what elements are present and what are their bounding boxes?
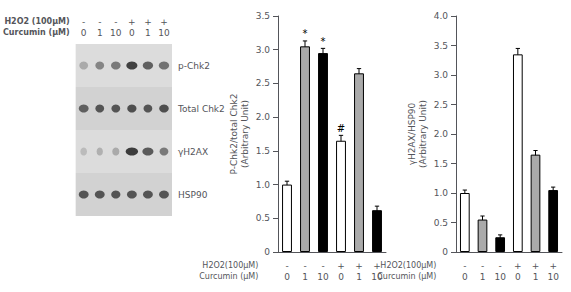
svg-text:1: 1 (302, 272, 308, 282)
svg-text:*: * (321, 36, 326, 47)
svg-text:(Arbitrary Unit): (Arbitrary Unit) (240, 100, 250, 168)
svg-text:Curcumin (μM): Curcumin (μM) (199, 272, 258, 281)
svg-text:1: 1 (356, 272, 362, 282)
svg-text:0: 0 (462, 272, 468, 282)
svg-text:+: + (514, 261, 522, 271)
svg-text:p-Chk2: p-Chk2 (178, 61, 210, 71)
svg-text:(Arbitrary Unit): (Arbitrary Unit) (418, 100, 428, 168)
svg-text:1.5: 1.5 (256, 146, 270, 156)
svg-text:0.5: 0.5 (434, 218, 448, 228)
svg-text:Curcumin (μM): Curcumin (μM) (377, 272, 436, 281)
svg-text:+: + (355, 261, 363, 271)
svg-text:#: # (337, 123, 345, 134)
svg-text:+: + (128, 17, 136, 27)
svg-text:10: 10 (317, 272, 329, 282)
svg-text:10: 10 (494, 272, 506, 282)
svg-text:H2O2 (100μM): H2O2 (100μM) (4, 17, 69, 26)
svg-text:*: * (303, 28, 308, 39)
svg-text:-: - (303, 261, 306, 271)
svg-text:1: 1 (533, 272, 539, 282)
svg-text:+: + (373, 261, 381, 271)
svg-text:1.5: 1.5 (434, 159, 448, 169)
svg-text:Curcumin (μM): Curcumin (μM) (3, 28, 70, 37)
svg-text:4.0: 4.0 (434, 11, 449, 21)
svg-text:1.0: 1.0 (434, 188, 449, 198)
svg-text:2.5: 2.5 (434, 100, 448, 110)
svg-text:1: 1 (480, 272, 486, 282)
svg-text:-: - (481, 261, 484, 271)
svg-text:+: + (549, 261, 557, 271)
svg-text:2.0: 2.0 (256, 112, 271, 122)
svg-text:1.0: 1.0 (256, 180, 271, 190)
svg-text:0.5: 0.5 (256, 213, 270, 223)
svg-text:-: - (114, 17, 117, 27)
svg-text:γH2AX: γH2AX (178, 147, 208, 157)
svg-text:-: - (463, 261, 466, 271)
svg-text:10: 10 (371, 272, 383, 282)
svg-text:10: 10 (110, 28, 122, 38)
svg-text:3.5: 3.5 (256, 11, 270, 21)
svg-text:2.5: 2.5 (256, 78, 270, 88)
svg-text:+: + (160, 17, 168, 27)
svg-text:0: 0 (442, 247, 448, 257)
svg-text:-: - (82, 17, 85, 27)
svg-text:0: 0 (129, 28, 135, 38)
svg-text:Total Chk2: Total Chk2 (177, 104, 225, 114)
svg-text:2.0: 2.0 (434, 129, 449, 139)
svg-text:0: 0 (338, 272, 344, 282)
svg-text:10: 10 (158, 28, 170, 38)
svg-text:H2O2(100μM): H2O2(100μM) (202, 261, 258, 270)
svg-text:+: + (532, 261, 540, 271)
svg-text:-: - (285, 261, 288, 271)
svg-text:-: - (499, 261, 502, 271)
svg-text:γH2AX/HSP90: γH2AX/HSP90 (407, 102, 417, 165)
svg-text:3.0: 3.0 (256, 45, 271, 55)
svg-text:+: + (337, 261, 345, 271)
svg-text:10: 10 (547, 272, 559, 282)
svg-text:HSP90: HSP90 (178, 190, 208, 200)
svg-text:-: - (321, 261, 324, 271)
svg-text:1: 1 (97, 28, 103, 38)
svg-text:1: 1 (145, 28, 151, 38)
svg-text:3.5: 3.5 (434, 41, 448, 51)
svg-text:-: - (98, 17, 101, 27)
svg-text:0: 0 (515, 272, 521, 282)
svg-text:0: 0 (264, 247, 270, 257)
svg-text:0: 0 (284, 272, 290, 282)
svg-text:0: 0 (81, 28, 87, 38)
svg-text:3.0: 3.0 (434, 70, 449, 80)
svg-text:H2O2(100μM): H2O2(100μM) (380, 261, 436, 270)
svg-text:+: + (144, 17, 152, 27)
svg-text:P-Chk2/total Chk2: P-Chk2/total Chk2 (229, 94, 239, 175)
